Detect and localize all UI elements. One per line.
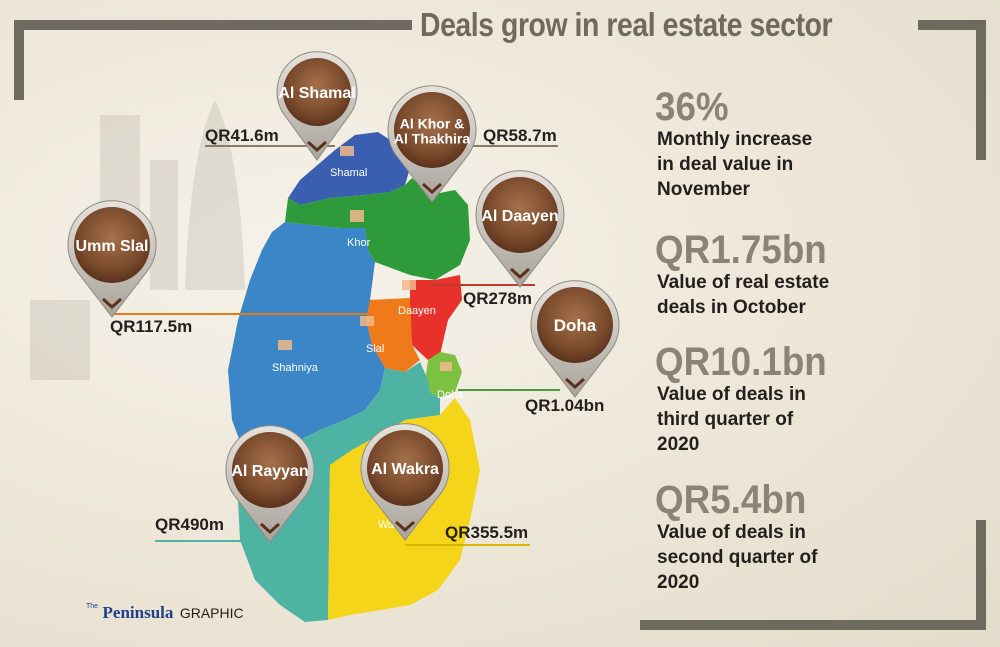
skyline-background: [30, 100, 245, 380]
pin-label: Al Daayen: [481, 208, 558, 225]
region-slal: [366, 298, 420, 372]
stat-description-line: deals in October: [657, 297, 806, 318]
pin-label: Al Wakra: [371, 461, 439, 478]
region-doha: [426, 352, 462, 398]
chevron-down-icon: [395, 520, 415, 533]
region-khor: [285, 178, 470, 280]
frame-top-left: [14, 20, 412, 30]
amount-doha: QR1.04bn: [525, 396, 604, 415]
pin-disc: [232, 432, 308, 508]
stat-description-line: Value of real estate: [657, 272, 830, 293]
stat-description-line: third quarter of: [657, 409, 794, 430]
chevron-down-icon: [565, 377, 585, 390]
frame-top-right: [918, 20, 986, 30]
stat-description-line: second quarter of: [657, 547, 818, 568]
region-daayen: [410, 275, 462, 360]
pin-al-shamal: Al Shamal: [276, 51, 358, 161]
stat-description-line: November: [657, 179, 750, 200]
stat-description-line: Monthly increase: [657, 129, 813, 150]
region-label-daayen: Daayen: [398, 305, 436, 317]
pin-doha: Doha: [530, 280, 620, 398]
chevron-down-icon: [260, 522, 280, 535]
pin-label: Umm Slal: [76, 238, 149, 255]
pin-label: Al Thakhira: [394, 131, 470, 147]
credit-graphic: GRAPHIC: [179, 605, 244, 621]
pin-al-wakra: Al Wakra: [360, 423, 450, 541]
stat-description: Value of real estate deals in October: [657, 270, 887, 320]
frame-right-bottom: [976, 520, 986, 630]
frame-left: [14, 20, 24, 100]
page-title: Deals grow in real estate sector: [420, 6, 833, 43]
stat-description-line: Value of deals in: [657, 522, 806, 543]
building-icons: [278, 146, 452, 371]
stat-value: QR5.4bn: [655, 478, 807, 522]
stat-description-line: 2020: [657, 572, 700, 593]
chevron-down-icon: [102, 297, 122, 310]
pin-disc: [367, 430, 443, 506]
stat-value: QR10.1bn: [655, 340, 827, 384]
pin-disc: [74, 207, 150, 283]
pin-al-rayyan: Al Rayyan: [225, 425, 315, 543]
amount-al-daayen: QR278m: [463, 289, 532, 308]
amount-al-wakra: QR355.5m: [445, 523, 528, 542]
frame-right: [976, 20, 986, 160]
region-shamal: [288, 132, 410, 205]
stat-description: Monthly increase in deal value in November: [657, 127, 887, 202]
pin-al-khor: Al Khor &Al Thakhira: [387, 85, 477, 203]
amount-umm-slal: QR117.5m: [110, 317, 192, 336]
region-label-shamal: Shamal: [330, 167, 367, 179]
region-shahniya: [228, 222, 385, 455]
stat-description-line: in deal value in: [657, 154, 794, 175]
chevron-down-icon: [422, 182, 442, 195]
stat-description-line: 2020: [657, 434, 700, 455]
region-label-doha: Doha: [437, 389, 464, 401]
amount-al-shamal: QR41.6m: [205, 126, 279, 145]
pin-umm-slal: Umm Slal: [67, 200, 157, 318]
pin-label: Al Khor &: [400, 116, 465, 132]
region-label-shahniya: Shahniya: [272, 362, 319, 374]
region-label-slal: Slal: [366, 343, 384, 355]
frame-bottom: [640, 620, 986, 630]
pin-label: Al Rayyan: [231, 463, 308, 480]
stat-description: Value of deals in second quarter of 2020: [657, 520, 887, 595]
pin-disc: [537, 287, 613, 363]
credit: The Peninsula GRAPHIC: [86, 603, 244, 623]
stat-value: QR1.75bn: [655, 228, 827, 272]
pin-disc: [482, 177, 558, 253]
amount-al-rayyan: QR490m: [155, 515, 224, 534]
stat-description-line: Value of deals in: [657, 384, 806, 405]
pin-disc: [283, 58, 351, 126]
region-label-khor: Khor: [347, 237, 371, 249]
pin-label: Al Shamal: [278, 85, 355, 102]
stat-value: 36%: [655, 85, 729, 129]
island-shape: [368, 570, 395, 592]
pin-label: Doha: [554, 316, 597, 335]
pin-disc: [394, 92, 470, 168]
chevron-down-icon: [510, 267, 530, 280]
leader-lines: [110, 145, 560, 546]
stat-description: Value of deals in third quarter of 2020: [657, 382, 887, 457]
pin-al-daayen: Al Daayen: [475, 170, 565, 288]
credit-brand: Peninsula: [102, 603, 174, 622]
chevron-down-icon: [307, 140, 327, 153]
amount-al-khor: QR58.7m: [483, 126, 557, 145]
credit-prefix: The: [86, 603, 99, 610]
